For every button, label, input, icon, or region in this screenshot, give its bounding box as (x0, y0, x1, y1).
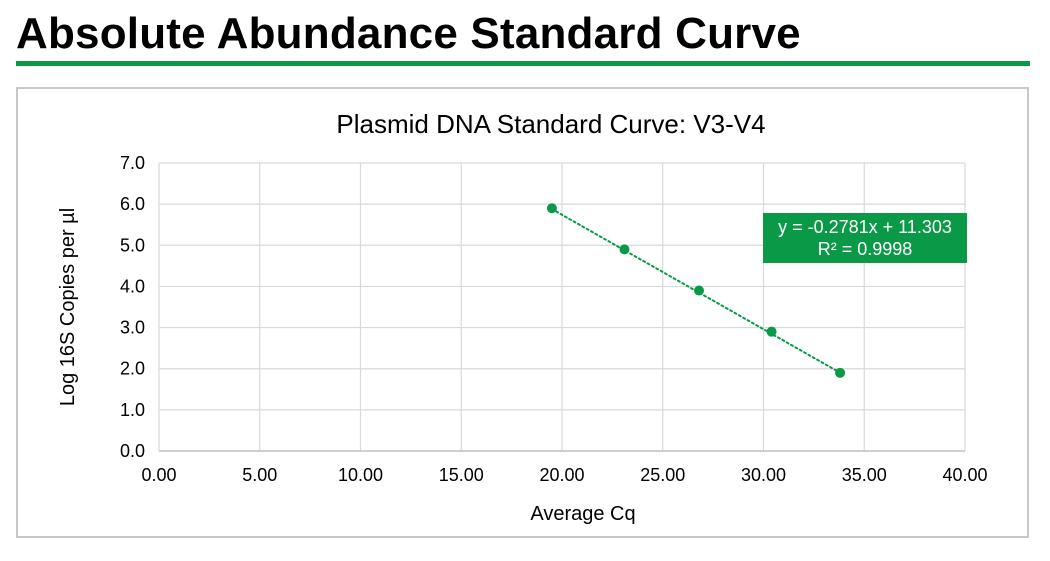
chart-frame: 0.00 5.00 10.00 15.00 20.00 25.00 30.00 35.00 40… (16, 87, 1029, 538)
equation-text: y = -0.2781x + 11.303 (778, 217, 952, 237)
x-tick-label: 10.00 (338, 465, 383, 485)
x-tick-label: 35.00 (842, 465, 887, 485)
data-point (619, 244, 630, 255)
y-tick-label: 3.0 (120, 318, 145, 338)
data-points (546, 203, 846, 378)
y-tick-label: 0.0 (120, 441, 145, 461)
title-underline (16, 61, 1030, 66)
y-tick-label: 6.0 (120, 194, 145, 214)
x-tick-label: 25.00 (640, 465, 685, 485)
trendline-equation-label: y = -0.2781x + 11.303 R² = 0.9998 (763, 213, 967, 263)
chart-title: Plasmid DNA Standard Curve: V3-V4 (336, 109, 765, 139)
axes (158, 163, 965, 452)
x-tick-label: 40.00 (942, 465, 987, 485)
data-point (835, 367, 846, 378)
data-point (546, 203, 557, 214)
y-tick-label: 5.0 (120, 235, 145, 255)
data-point (766, 326, 777, 337)
page-title: Absolute Abundance Standard Curve (16, 9, 801, 58)
x-tick-labels: 0.00 5.00 10.00 15.00 20.00 25.00 30.00 35.00 40… (141, 465, 987, 485)
grid-lines (159, 162, 966, 451)
r-squared-text: R² = 0.9998 (818, 239, 913, 259)
x-tick-label: 5.00 (242, 465, 277, 485)
x-tick-label: 20.00 (539, 465, 584, 485)
y-tick-label: 4.0 (120, 276, 145, 296)
equation-box (763, 213, 967, 263)
y-tick-label: 7.0 (120, 153, 145, 173)
y-tick-labels: 0.0 1.0 2.0 3.0 4.0 5.0 6.0 7.0 (120, 153, 145, 461)
x-tick-label: 30.00 (741, 465, 786, 485)
y-tick-label: 1.0 (120, 400, 145, 420)
standard-curve-chart: 0.00 5.00 10.00 15.00 20.00 25.00 30.00 35.00 40… (57, 109, 988, 525)
x-axis-title: Average Cq (530, 503, 635, 525)
x-tick-label: 15.00 (439, 465, 484, 485)
y-tick-label: 2.0 (120, 359, 145, 379)
data-point (694, 285, 705, 296)
y-axis-title: Log 16S Copies per µl (57, 208, 79, 406)
x-tick-label: 0.00 (141, 465, 176, 485)
